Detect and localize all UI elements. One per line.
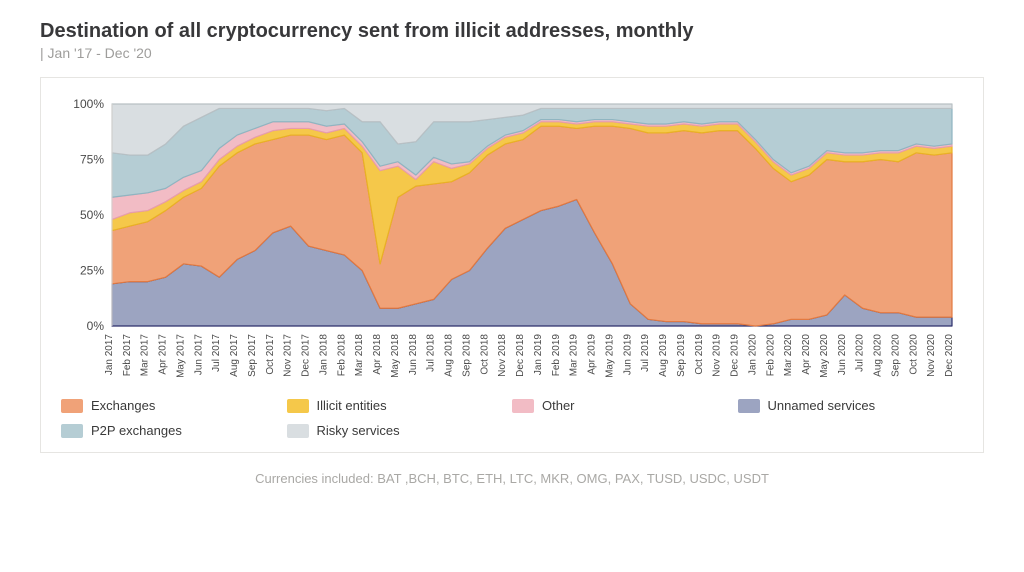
svg-text:Sep 2018: Sep 2018 (461, 334, 472, 377)
svg-text:Aug 2019: Aug 2019 (658, 334, 669, 377)
svg-text:Oct 2019: Oct 2019 (694, 334, 705, 375)
svg-text:Dec 2017: Dec 2017 (301, 334, 312, 377)
svg-text:Mar 2020: Mar 2020 (783, 334, 794, 377)
legend-item-other: Other (512, 398, 738, 413)
svg-text:Dec 2019: Dec 2019 (730, 334, 741, 377)
legend-label: P2P exchanges (91, 423, 182, 438)
svg-text:75%: 75% (80, 153, 104, 167)
svg-text:Nov 2017: Nov 2017 (283, 334, 294, 377)
legend-item-risky-services: Risky services (287, 423, 513, 438)
svg-text:Jul 2018: Jul 2018 (426, 334, 437, 372)
svg-text:Jun 2020: Jun 2020 (837, 334, 848, 376)
svg-text:Aug 2017: Aug 2017 (229, 334, 240, 377)
legend-swatch (287, 424, 309, 438)
svg-text:50%: 50% (80, 208, 104, 222)
legend-label: Other (542, 398, 575, 413)
legend-label: Unnamed services (768, 398, 876, 413)
legend-label: Exchanges (91, 398, 155, 413)
svg-text:Jun 2017: Jun 2017 (193, 334, 204, 376)
legend-swatch (512, 399, 534, 413)
chart-title: Destination of all cryptocurrency sent f… (40, 20, 984, 43)
svg-text:Oct 2020: Oct 2020 (908, 334, 919, 375)
svg-text:Jul 2019: Jul 2019 (640, 334, 651, 372)
svg-text:Jan 2018: Jan 2018 (318, 334, 329, 376)
legend-label: Illicit entities (317, 398, 387, 413)
svg-text:Aug 2020: Aug 2020 (873, 334, 884, 377)
svg-text:100%: 100% (73, 97, 104, 111)
svg-text:Feb 2018: Feb 2018 (336, 334, 347, 377)
svg-text:May 2017: May 2017 (175, 334, 186, 378)
legend-item-exchanges: Exchanges (61, 398, 287, 413)
svg-text:Sep 2017: Sep 2017 (247, 334, 258, 377)
svg-text:0%: 0% (87, 319, 105, 333)
legend-swatch (287, 399, 309, 413)
svg-text:Sep 2020: Sep 2020 (890, 334, 901, 377)
svg-text:Feb 2020: Feb 2020 (765, 334, 776, 377)
svg-text:Oct 2018: Oct 2018 (479, 334, 490, 375)
svg-text:Apr 2018: Apr 2018 (372, 334, 383, 375)
svg-text:May 2020: May 2020 (819, 334, 830, 378)
chart-panel: 0% 25% 50% 75% 100% Jan 2017 Feb 2017 Mar 2017 A… (40, 77, 984, 453)
chart-footnote: Currencies included: BAT ,BCH, BTC, ETH,… (40, 471, 984, 486)
svg-text:Nov 2018: Nov 2018 (497, 334, 508, 377)
legend-swatch (738, 399, 760, 413)
svg-text:Apr 2019: Apr 2019 (587, 334, 598, 375)
svg-text:Mar 2019: Mar 2019 (569, 334, 580, 377)
svg-text:Dec 2020: Dec 2020 (944, 334, 955, 377)
svg-text:Jul 2020: Jul 2020 (855, 334, 866, 372)
legend-item-illicit-entities: Illicit entities (287, 398, 513, 413)
svg-text:Jun 2019: Jun 2019 (622, 334, 633, 376)
svg-text:Mar 2018: Mar 2018 (354, 334, 365, 377)
svg-text:Apr 2017: Apr 2017 (158, 334, 169, 375)
svg-text:Jan 2017: Jan 2017 (104, 334, 115, 376)
svg-text:Jun 2018: Jun 2018 (408, 334, 419, 376)
legend: Exchanges Illicit entities Other Unnamed se… (61, 398, 963, 438)
svg-text:Feb 2019: Feb 2019 (551, 334, 562, 377)
svg-text:Nov 2020: Nov 2020 (926, 334, 937, 377)
svg-text:25%: 25% (80, 264, 104, 278)
legend-item-unnamed-services: Unnamed services (738, 398, 964, 413)
svg-text:Dec 2018: Dec 2018 (515, 334, 526, 377)
svg-text:Jul 2017: Jul 2017 (211, 334, 222, 372)
svg-text:Feb 2017: Feb 2017 (122, 334, 133, 377)
chart-subtitle: | Jan '17 - Dec '20 (40, 45, 984, 61)
stacked-area-chart: 0% 25% 50% 75% 100% Jan 2017 Feb 2017 Mar 2017 A… (61, 96, 963, 386)
svg-text:May 2018: May 2018 (390, 334, 401, 378)
svg-text:Nov 2019: Nov 2019 (712, 334, 723, 377)
svg-text:May 2019: May 2019 (604, 334, 615, 378)
legend-item-p2p-exchanges: P2P exchanges (61, 423, 287, 438)
svg-text:Oct 2017: Oct 2017 (265, 334, 276, 375)
legend-swatch (61, 399, 83, 413)
svg-text:Jan 2019: Jan 2019 (533, 334, 544, 376)
svg-text:Mar 2017: Mar 2017 (140, 334, 151, 377)
legend-swatch (61, 424, 83, 438)
legend-label: Risky services (317, 423, 400, 438)
svg-text:Jan 2020: Jan 2020 (747, 334, 758, 376)
svg-text:Sep 2019: Sep 2019 (676, 334, 687, 377)
svg-text:Aug 2018: Aug 2018 (444, 334, 455, 377)
svg-text:Apr 2020: Apr 2020 (801, 334, 812, 375)
